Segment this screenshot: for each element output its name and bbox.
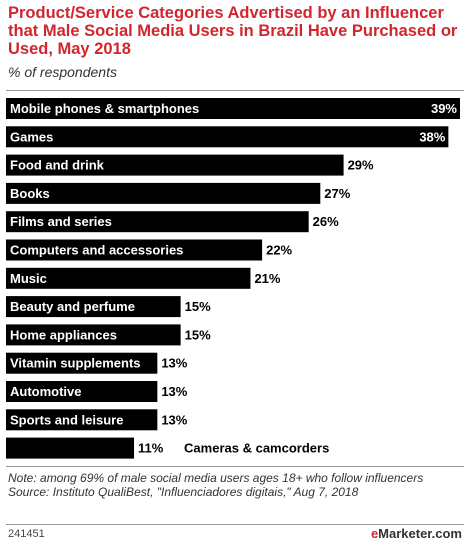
data-label: 11% xyxy=(138,441,164,456)
source-text: Source: Instituto QualiBest, "Influencia… xyxy=(8,484,359,499)
logo-text: Marketer.com xyxy=(378,526,462,541)
emarketer-logo[interactable]: eMarketer.com xyxy=(371,526,462,541)
data-label: 13% xyxy=(161,356,187,371)
bar xyxy=(6,381,158,402)
category-label: Computers and accessories xyxy=(10,243,183,258)
category-label: Food and drink xyxy=(10,158,105,173)
data-label: 38% xyxy=(419,129,445,144)
category-label: Vitamin supplements xyxy=(10,356,141,371)
data-label: 26% xyxy=(313,214,339,229)
data-label: 21% xyxy=(254,271,280,286)
note-text: Note: among 69% of male social media use… xyxy=(8,471,424,485)
bar xyxy=(6,267,251,289)
category-label: Music xyxy=(10,271,47,286)
chart-note: Note: among 69% of male social media use… xyxy=(8,471,458,499)
footer-divider xyxy=(6,524,464,525)
category-label: Beauty and perfume xyxy=(10,299,135,314)
category-label: Cameras & camcorders xyxy=(184,441,329,456)
bar xyxy=(6,324,181,346)
bar xyxy=(6,182,321,204)
category-label: Books xyxy=(10,186,50,201)
bottom-divider xyxy=(6,466,464,467)
bar xyxy=(6,211,309,233)
bar xyxy=(6,239,263,261)
category-label: Games xyxy=(10,129,53,144)
bar xyxy=(6,409,158,431)
chart-id: 241451 xyxy=(8,528,45,540)
data-label: 15% xyxy=(185,327,211,342)
chart-title: Product/Service Categories Advertised by… xyxy=(8,4,458,58)
top-divider xyxy=(6,90,464,91)
data-label: 13% xyxy=(161,384,187,399)
data-label: 15% xyxy=(185,299,211,314)
data-label: 27% xyxy=(324,186,350,201)
bar-chart: 39% Mobile phones & smartphones 38% Games 29… xyxy=(6,98,460,459)
logo-accent: e xyxy=(370,526,379,541)
chart-subtitle: % of respondents xyxy=(8,64,117,80)
bar xyxy=(6,126,449,148)
category-label: Home appliances xyxy=(10,327,117,342)
data-label: 13% xyxy=(161,412,187,427)
category-label: Mobile phones & smartphones xyxy=(10,101,199,116)
bar xyxy=(6,296,181,318)
bar xyxy=(6,98,460,119)
data-label: 29% xyxy=(348,158,374,173)
bar xyxy=(6,154,344,176)
data-label: 39% xyxy=(431,101,457,116)
category-label: Automotive xyxy=(10,384,82,399)
bar xyxy=(6,352,158,374)
category-label: Films and series xyxy=(10,214,112,229)
bar xyxy=(6,437,135,459)
data-label: 22% xyxy=(266,243,292,258)
category-label: Sports and leisure xyxy=(10,412,123,427)
